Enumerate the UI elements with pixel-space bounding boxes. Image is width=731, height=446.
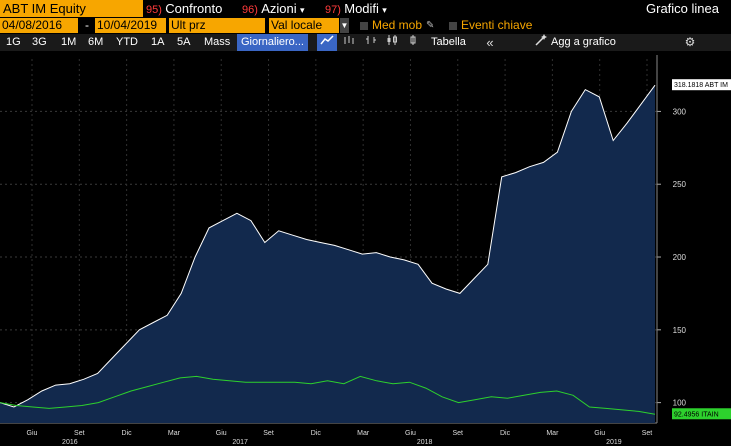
series-abt-area: [0, 85, 655, 423]
bar-chart-icon[interactable]: [340, 34, 358, 51]
x-tick-label: Set: [74, 430, 85, 437]
table-button[interactable]: Tabella: [431, 36, 466, 48]
last-value-label-abt: 318.1818 ABT IM: [674, 82, 728, 89]
y-tick-label: 250: [673, 180, 687, 189]
end-date-field[interactable]: 10/04/2019: [95, 18, 166, 33]
key-events-label: Eventi chiave: [461, 18, 533, 32]
pencil-icon[interactable]: ✎: [426, 20, 435, 31]
range-toolbar: 1G 3G 1M 6M YTD 1A 5A Mass Giornaliero..…: [0, 34, 731, 51]
menu-compare[interactable]: 95) Confronto: [146, 0, 222, 17]
x-tick-label: Giu: [405, 430, 416, 437]
x-tick-label: Dic: [122, 430, 133, 437]
moving-average-label: Med mob: [372, 18, 423, 32]
currency-select[interactable]: Val locale: [269, 18, 339, 33]
add-to-chart-button[interactable]: Agg a grafico: [551, 36, 616, 48]
x-tick-label: Dic: [500, 430, 511, 437]
x-tick-label: Set: [263, 430, 274, 437]
x-tick-label: Giu: [27, 430, 38, 437]
x-tick-label: Set: [642, 430, 653, 437]
x-year-label: 2019: [606, 439, 622, 446]
range-5y-button[interactable]: 5A: [177, 36, 191, 48]
collapse-double-chevron-icon[interactable]: «: [486, 35, 494, 50]
menu-compare-label: Confronto: [165, 1, 223, 16]
chevron-down-icon: ▾: [300, 5, 305, 15]
chevron-down-icon[interactable]: ▼: [340, 18, 349, 33]
menu-compare-number: 95): [146, 4, 162, 16]
range-1y-button[interactable]: 1A: [151, 36, 165, 48]
x-tick-label: Mar: [546, 430, 559, 437]
y-tick-label: 200: [673, 253, 687, 262]
x-year-label: 2017: [232, 439, 248, 446]
x-tick-label: Set: [453, 430, 464, 437]
candle-hollow-icon[interactable]: [404, 34, 422, 51]
menu-edit[interactable]: 97) Modifi ▾: [325, 0, 387, 17]
price-field-select[interactable]: Ult prz: [169, 18, 265, 33]
date-separator: -: [85, 18, 89, 32]
menu-actions-label: Azioni: [261, 1, 297, 16]
menu-actions[interactable]: 96) Azioni ▾: [242, 0, 305, 17]
range-ytd-button[interactable]: YTD: [116, 36, 138, 48]
settings-bar: 04/08/2016 - 10/04/2019 Ult prz Val loca…: [0, 17, 731, 34]
moving-average-checkbox[interactable]: [360, 22, 368, 30]
series-itain-line: [0, 375, 656, 415]
candlestick-chart-icon[interactable]: [383, 34, 401, 51]
add-chart-wand-icon[interactable]: [534, 34, 548, 51]
start-date-field[interactable]: 04/08/2016: [0, 18, 78, 33]
x-year-label: 2018: [417, 439, 433, 446]
x-tick-label: Mar: [168, 430, 181, 437]
gear-icon[interactable]: ⚙: [684, 35, 696, 49]
menu-actions-number: 96): [242, 4, 258, 16]
page-title: Grafico linea: [646, 1, 719, 16]
x-tick-label: Giu: [216, 430, 227, 437]
range-1m-button[interactable]: 1M: [61, 36, 77, 48]
frequency-select[interactable]: Giornaliero...: [237, 34, 308, 51]
last-value-tag-abt: [672, 79, 731, 91]
ohlc-chart-icon[interactable]: [362, 34, 380, 51]
price-chart[interactable]: 100 150 200 250 300 Giu Set Dic Mar Giu Set Dic Mar G…: [0, 51, 731, 446]
menu-edit-label: Modifi: [344, 1, 379, 16]
x-tick-label: Dic: [311, 430, 322, 437]
range-max-button[interactable]: Mass: [204, 36, 231, 48]
last-value-label-itain: 92.4956 ITAIN: [674, 411, 719, 418]
line-chart-icon[interactable]: [317, 34, 337, 51]
x-tick-label: Mar: [357, 430, 370, 437]
x-tick-label: Giu: [594, 430, 605, 437]
chart-canvas: 100 150 200 250 300 Giu Set Dic Mar Giu Set Dic Mar G…: [0, 51, 731, 446]
last-value-tag-itain: [672, 408, 731, 420]
menu-edit-number: 97): [325, 4, 341, 16]
range-3d-button[interactable]: 3G: [32, 36, 47, 48]
x-year-label: 2016: [62, 439, 78, 446]
chevron-down-icon: ▾: [382, 5, 387, 15]
key-events-checkbox[interactable]: [449, 22, 457, 30]
security-ticker-box[interactable]: ABT IM Equity: [0, 0, 143, 17]
series-abt-line: [0, 84, 656, 408]
top-bar: ABT IM Equity 95) Confronto 96) Azioni ▾…: [0, 0, 731, 17]
y-tick-label: 300: [673, 107, 687, 116]
y-tick-label: 150: [673, 326, 687, 335]
y-tick-label: 100: [673, 399, 687, 408]
range-6m-button[interactable]: 6M: [88, 36, 104, 48]
range-1d-button[interactable]: 1G: [6, 36, 21, 48]
